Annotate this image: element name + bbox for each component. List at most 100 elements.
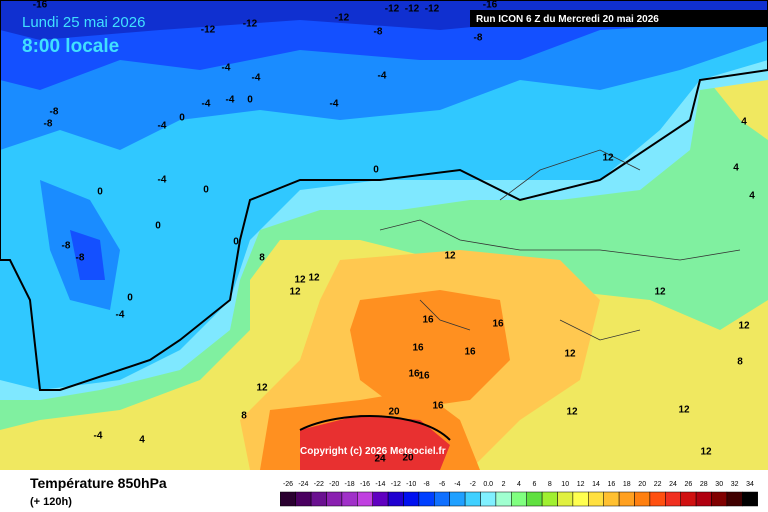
contour-label: -12 (425, 4, 440, 15)
contour-label: -8 (62, 241, 71, 252)
colorbar-swatch (665, 491, 681, 507)
colorbar-label: -22 (314, 481, 324, 488)
colorbar-swatch (357, 491, 373, 507)
contour-label: 8 (259, 253, 265, 264)
colorbar-label: 22 (654, 481, 662, 488)
contour-label: -4 (94, 431, 103, 442)
contour-label: 12 (444, 251, 456, 262)
contour-label: 0 (203, 185, 209, 196)
contour-label: 0 (233, 237, 239, 248)
contour-label: 0 (373, 165, 379, 176)
colorbar-swatch (295, 491, 312, 507)
colorbar-label: -6 (439, 481, 445, 488)
colorbar-label: 26 (685, 481, 693, 488)
colorbar-swatch (449, 491, 466, 507)
colorbar-label: 4 (517, 481, 521, 488)
colorbar-label: -4 (454, 481, 460, 488)
colorbar-label: 16 (608, 481, 616, 488)
contour-label: 20 (402, 453, 414, 464)
colorbar-label: -10 (406, 481, 416, 488)
contour-label: 12 (566, 407, 578, 418)
colorbar-label: 28 (700, 481, 708, 488)
colorbar-label: -14 (375, 481, 385, 488)
colorbar-label: 8 (548, 481, 552, 488)
colorbar-swatch (341, 491, 358, 507)
contour-label: -4 (222, 63, 231, 74)
contour-label: -12 (335, 13, 350, 24)
run-info: Run ICON 6 Z du Mercredi 20 mai 2026 (476, 14, 659, 25)
colorbar-label: 30 (715, 481, 723, 488)
contour-label: 0 (247, 95, 253, 106)
colorbar-swatch (557, 491, 574, 507)
contour-label: 12 (738, 321, 750, 332)
contour-label: -4 (158, 121, 167, 132)
colorbar-swatch (310, 491, 327, 507)
colorbar-label: 2 (502, 481, 506, 488)
colorbar-label: -18 (345, 481, 355, 488)
run-banner (470, 10, 768, 27)
contour-label: -4 (158, 175, 167, 186)
contour-label: 12 (602, 153, 614, 164)
contour-label: -16 (33, 0, 48, 11)
contour-label: 12 (294, 275, 306, 286)
colorbar-label: 0.0 (483, 481, 493, 488)
contour-labels: -16-12-12-12 -12 -12 -16-8-8-12-4-4-4 -4-4-8… (33, 0, 755, 465)
colorbar-swatch (695, 491, 712, 507)
footer-lead: (+ 120h) (30, 496, 72, 508)
colorbar-swatch (711, 491, 728, 507)
contour-label: -12 (385, 4, 400, 15)
colorbar-swatch (680, 491, 697, 507)
colorbar-swatch (649, 491, 666, 507)
contour-label: -8 (474, 33, 483, 44)
colorbar-label: -26 (283, 481, 293, 488)
contour-label: -4 (116, 310, 125, 321)
contour-label: 12 (678, 405, 690, 416)
contour-label: 24 (374, 454, 386, 465)
colorbar-swatch (588, 491, 604, 507)
contour-label: -12 (243, 19, 258, 30)
colorbar-swatch (495, 491, 512, 507)
colorbar-swatch (372, 491, 389, 507)
contour-label: -8 (50, 107, 59, 118)
contour-label: -12 (405, 4, 420, 15)
contour-label: 16 (422, 315, 434, 326)
contour-label: -4 (330, 99, 339, 110)
colorbar-label: 12 (577, 481, 585, 488)
colorbar-swatch (434, 491, 450, 507)
colorbar-label: -8 (423, 481, 429, 488)
contour-label: 0 (179, 113, 185, 124)
contour-label: 8 (241, 411, 247, 422)
contour-label: 16 (408, 369, 420, 380)
contour-label: 16 (418, 371, 430, 382)
contour-label: 12 (256, 383, 268, 394)
colorbar-label: 6 (532, 481, 536, 488)
map-fields (0, 0, 768, 470)
colorbar-label: 24 (669, 481, 677, 488)
colorbar-swatch (526, 491, 543, 507)
contour-label: 16 (412, 343, 424, 354)
colorbar-swatch (480, 491, 497, 507)
contour-label: 0 (97, 187, 103, 198)
colorbar-swatch (541, 491, 558, 507)
colorbar-label: -12 (391, 481, 401, 488)
colorbar: -26 -24 -22 -20 -18 -16 -14 -12 -10 -8 -6 -4 -2 0.0 2 4… (280, 481, 758, 507)
contour-label: 0 (127, 293, 133, 304)
colorbar-label: -24 (298, 481, 308, 488)
colorbar-label: 34 (746, 481, 754, 488)
contour-label: -16 (483, 0, 498, 11)
contour-label: -4 (202, 99, 211, 110)
colorbar-label: 18 (623, 481, 631, 488)
colorbar-swatch (603, 491, 620, 507)
colorbar-label: 10 (561, 481, 569, 488)
colorbar-swatch (464, 491, 481, 507)
colorbar-label: 20 (638, 481, 646, 488)
contour-label: 4 (139, 435, 145, 446)
colorbar-label: -16 (360, 481, 370, 488)
colorbar-swatch (326, 491, 343, 507)
colorbar-swatch (387, 491, 404, 507)
contour-label: 12 (308, 273, 320, 284)
forecast-date: Lundi 25 mai 2026 (22, 14, 145, 31)
colorbar-swatch (572, 491, 589, 507)
contour-label: -8 (44, 119, 53, 130)
